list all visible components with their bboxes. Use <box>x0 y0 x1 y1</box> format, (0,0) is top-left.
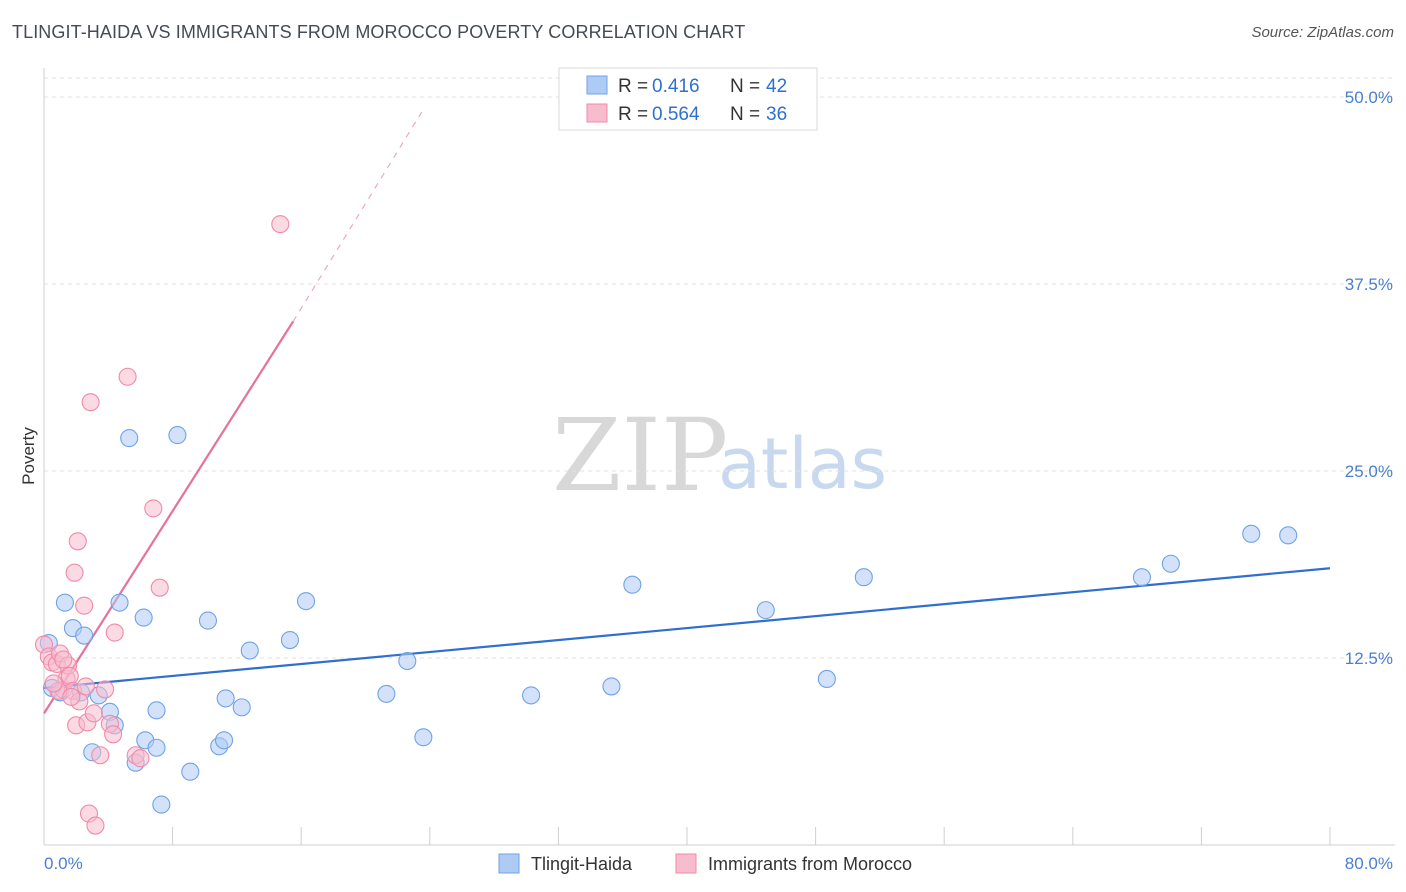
grid-lines: 12.5% 25.0% 37.5% 50.0% <box>44 77 1395 668</box>
data-point-morocco <box>65 563 84 582</box>
data-point-tlingit <box>216 689 235 708</box>
data-point-tlingit <box>280 630 299 650</box>
source-label: Source: ZipAtlas.com <box>1251 24 1394 41</box>
data-point-morocco <box>271 215 290 234</box>
data-point-morocco <box>84 704 103 723</box>
data-point-tlingit <box>522 686 541 705</box>
data-point-tlingit <box>240 641 259 660</box>
data-point-tlingit <box>55 593 74 612</box>
data-point-morocco <box>81 393 100 412</box>
data-point-tlingit <box>398 651 417 671</box>
trend-line-0 <box>43 567 1331 690</box>
data-point-morocco <box>150 578 169 597</box>
data-point-tlingit <box>134 608 153 627</box>
y-tick-label: 12.5% <box>1345 649 1393 668</box>
watermark-zip: ZIP <box>552 397 728 514</box>
data-point-tlingit <box>1132 568 1151 587</box>
data-point-tlingit <box>214 731 234 750</box>
legend-r-value-1: 0.416 <box>652 76 700 97</box>
bottom-legend-swatch-tlingit <box>498 853 520 874</box>
data-point-morocco <box>105 623 124 642</box>
data-point-morocco <box>86 816 105 835</box>
axes <box>43 68 1395 846</box>
data-point-tlingit <box>756 601 775 620</box>
legend-n-label-2: N = <box>730 104 760 125</box>
data-point-tlingit <box>232 698 251 717</box>
data-point-tlingit <box>602 677 621 696</box>
legend-r-label-2: R = <box>618 104 648 125</box>
legend-swatch-morocco <box>586 103 608 123</box>
data-point-tlingit <box>181 762 200 781</box>
bottom-legend: Tlingit-Haida Immigrants from Morocco <box>498 853 912 874</box>
data-point-tlingit <box>377 684 396 703</box>
data-point-morocco <box>54 650 73 669</box>
data-point-tlingit <box>120 429 139 448</box>
data-point-tlingit <box>75 626 94 645</box>
data-point-tlingit <box>817 669 836 688</box>
y-tick-label: 25.0% <box>1345 462 1393 481</box>
legend-n-label-1: N = <box>730 76 760 97</box>
y-tick-label: 37.5% <box>1345 275 1393 294</box>
trend-line-dashed-1 <box>292 111 423 322</box>
data-point-morocco <box>75 596 94 615</box>
legend-n-value-2: 36 <box>766 104 787 125</box>
legend-r-label-1: R = <box>618 76 648 97</box>
data-point-tlingit <box>147 738 166 757</box>
x-tick-label-min: 0.0% <box>44 854 83 873</box>
x-tick-label-max: 80.0% <box>1345 854 1393 873</box>
bottom-legend-swatch-morocco <box>675 853 697 874</box>
y-axis-label: Poverty <box>19 427 38 485</box>
data-point-morocco <box>62 687 81 706</box>
data-point-tlingit <box>110 593 129 612</box>
data-point-tlingit <box>152 795 171 814</box>
data-points <box>34 215 1298 835</box>
legend-swatch-tlingit <box>586 75 608 95</box>
data-point-morocco <box>68 532 87 551</box>
legend-r-value-2: 0.564 <box>652 104 700 125</box>
y-tick-label: 50.0% <box>1345 88 1393 107</box>
data-point-morocco <box>91 746 110 765</box>
data-point-morocco <box>131 749 150 768</box>
data-point-morocco <box>104 725 123 744</box>
bottom-legend-label-tlingit: Tlingit-Haida <box>531 854 633 874</box>
chart-title: TLINGIT-HAIDA VS IMMIGRANTS FROM MOROCCO… <box>12 22 746 42</box>
data-point-morocco <box>76 677 95 696</box>
data-point-morocco <box>96 680 115 699</box>
legend: R = 0.416 N = 42 R = 0.564 N = 36 <box>558 67 818 131</box>
data-point-tlingit <box>147 701 166 720</box>
watermark-atlas: atlas <box>718 423 887 505</box>
data-point-tlingit <box>1242 524 1261 543</box>
data-point-tlingit <box>414 728 433 747</box>
legend-n-value-1: 42 <box>766 76 787 97</box>
trend-lines <box>43 111 1331 714</box>
bottom-legend-label-morocco: Immigrants from Morocco <box>708 854 912 874</box>
data-point-tlingit <box>1161 554 1180 573</box>
data-point-tlingit <box>296 592 316 611</box>
trend-line-1 <box>43 320 295 714</box>
data-point-morocco <box>118 367 137 386</box>
data-point-morocco <box>60 666 79 686</box>
data-point-tlingit <box>854 568 873 587</box>
data-point-tlingit <box>168 426 187 445</box>
data-point-tlingit <box>1279 526 1298 545</box>
data-point-morocco <box>144 499 163 518</box>
data-point-morocco <box>44 674 63 693</box>
data-point-tlingit <box>623 575 642 594</box>
data-point-tlingit <box>198 611 218 630</box>
